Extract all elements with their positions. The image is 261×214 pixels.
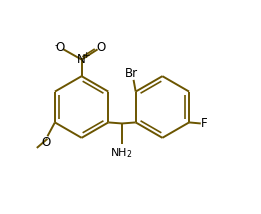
Text: -: - [55,41,58,51]
Text: NH$_2$: NH$_2$ [110,146,132,159]
Text: O: O [97,41,106,54]
Text: O: O [55,41,64,54]
Text: F: F [201,117,208,130]
Text: Br: Br [124,67,138,80]
Text: N: N [77,53,86,66]
Text: O: O [42,136,51,149]
Text: +: + [82,51,89,60]
